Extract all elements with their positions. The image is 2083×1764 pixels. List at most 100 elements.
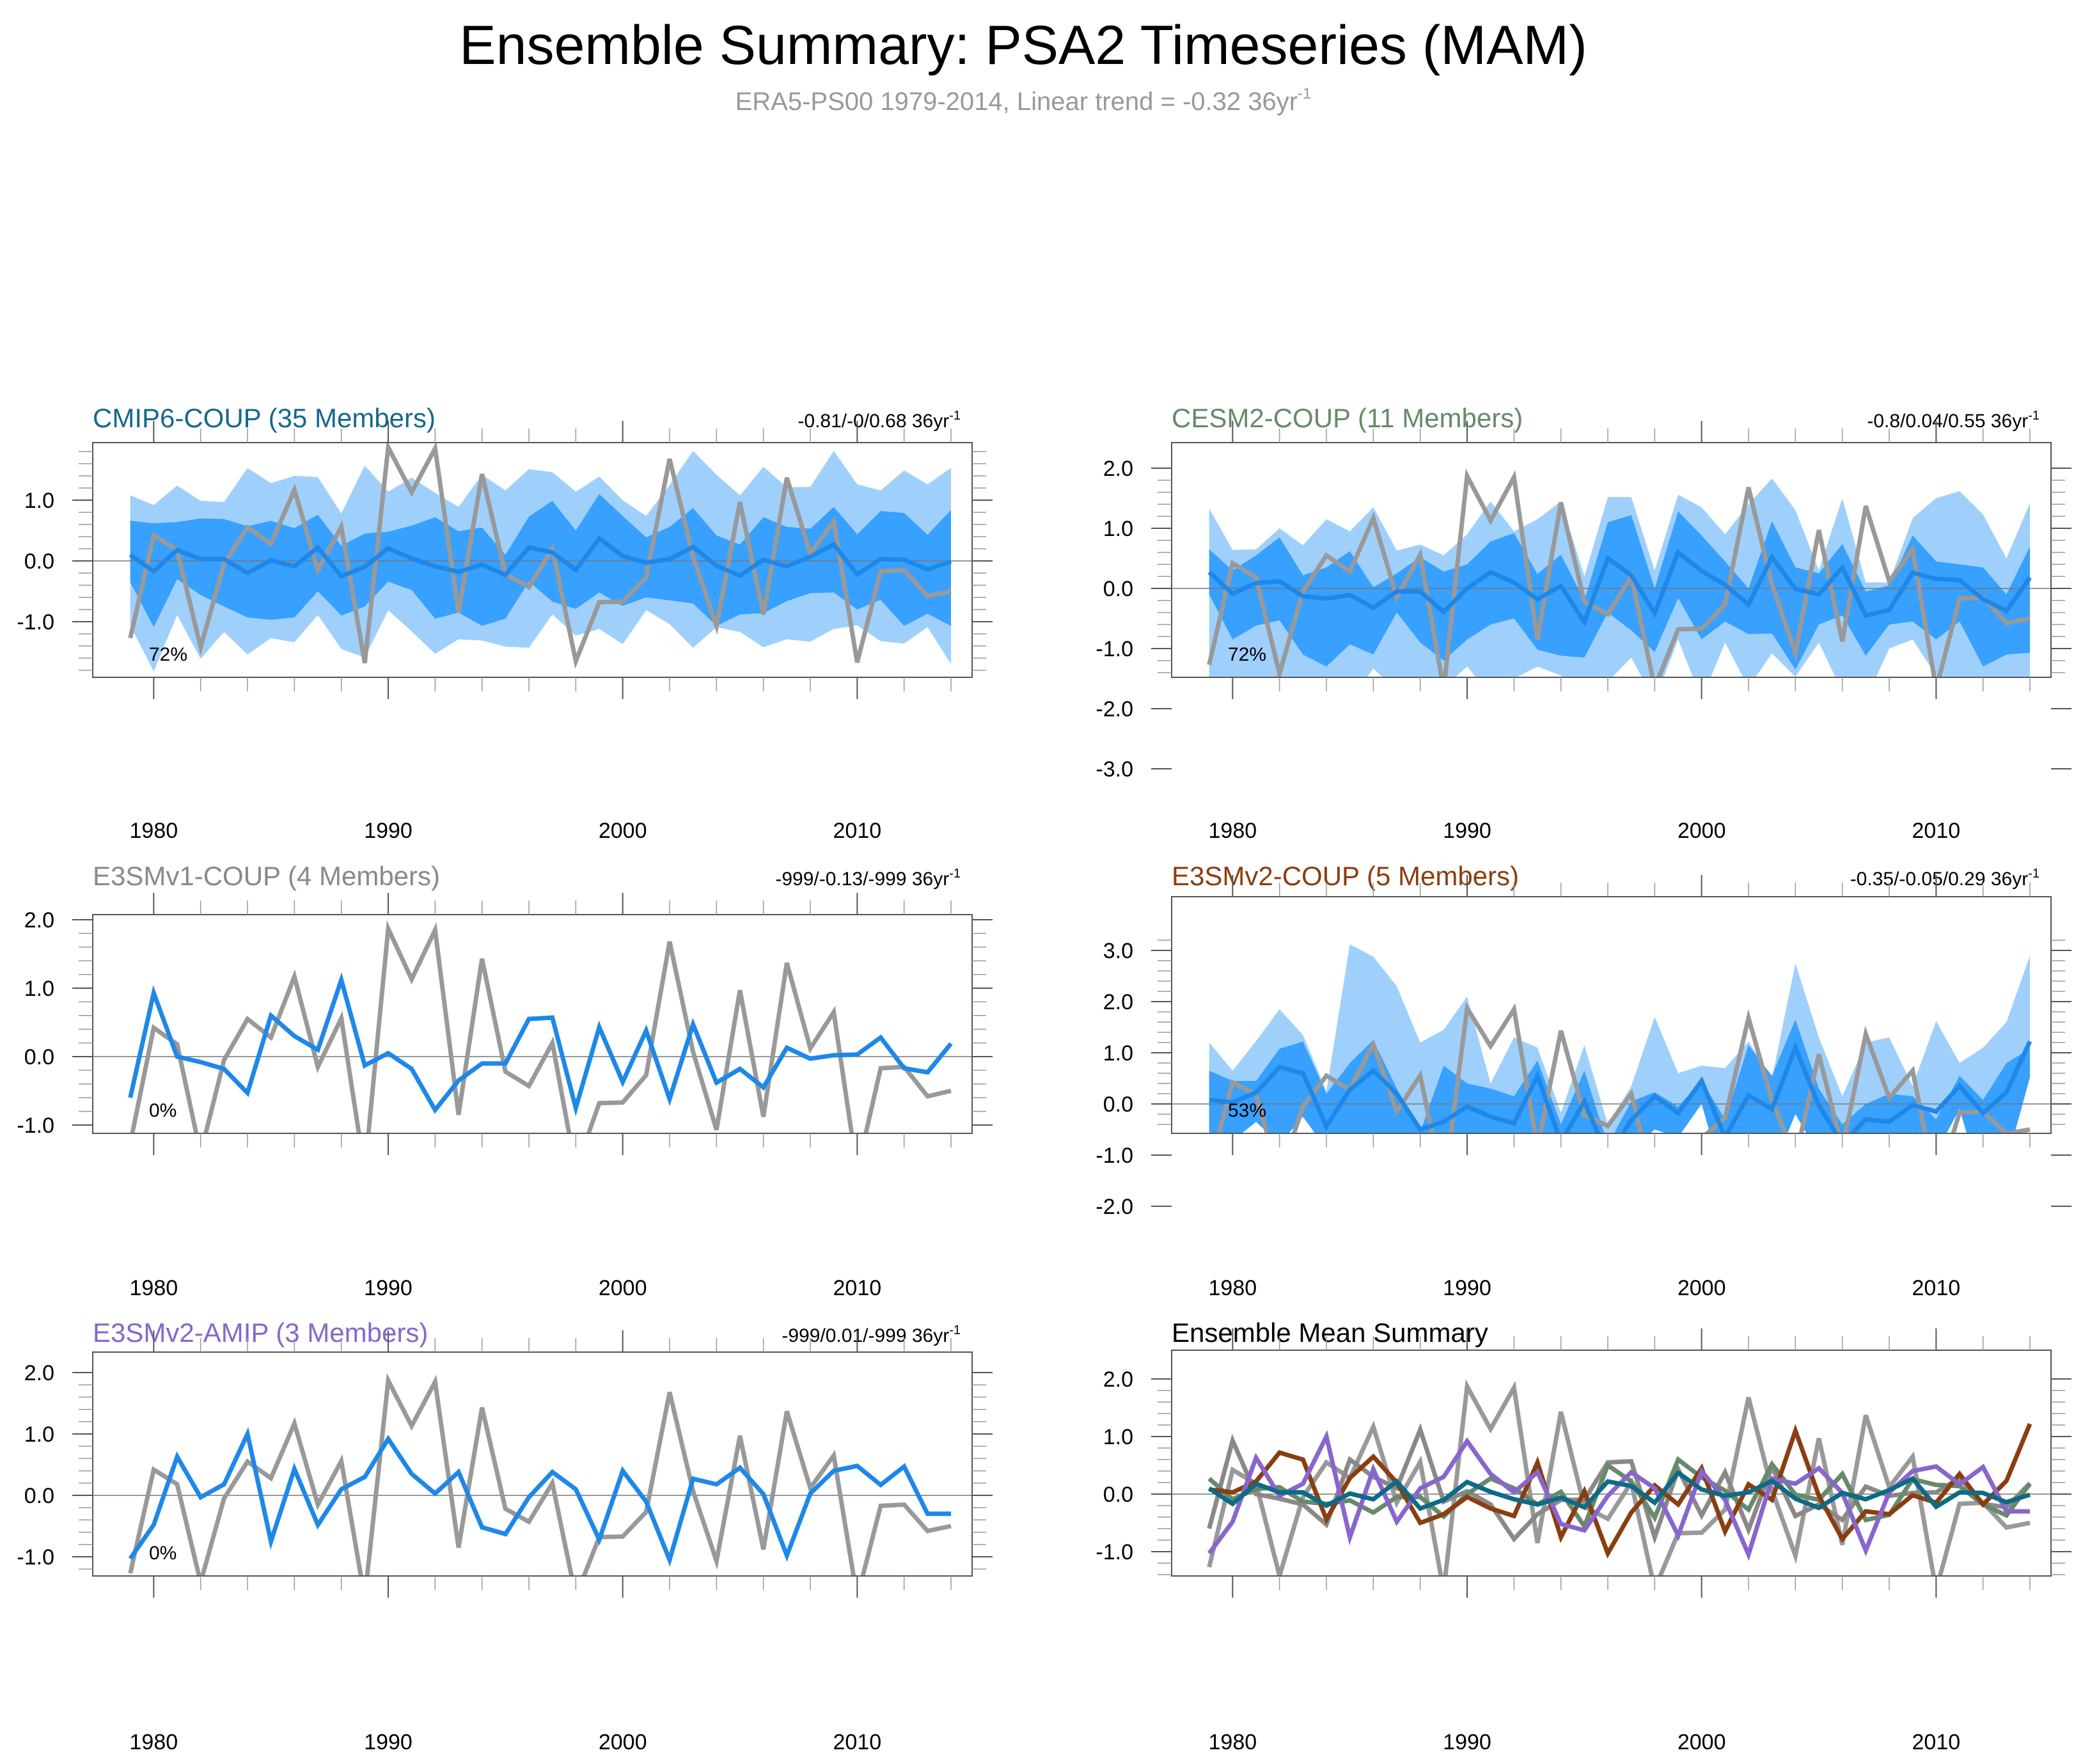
trend-label: -0.8/0.04/0.55 36yr-1 bbox=[1867, 409, 2040, 432]
percent-label: 72% bbox=[149, 644, 187, 665]
series-line-cmip6 bbox=[1207, 1469, 2031, 1511]
observation-line bbox=[1216, 1002, 2031, 1133]
subtitle-superscript: -1 bbox=[1298, 85, 1311, 102]
percent-label: 72% bbox=[1228, 644, 1266, 665]
ensemble-mean-line bbox=[128, 972, 953, 1117]
x-tick-label: 1990 bbox=[1443, 1276, 1491, 1300]
x-tick-label: 2010 bbox=[833, 1730, 882, 1754]
trend-text: -999/-0.13/-999 36yr bbox=[775, 869, 949, 890]
y-tick-label: 2.0 bbox=[24, 1361, 54, 1385]
y-tick-label: 1.0 bbox=[24, 1422, 54, 1447]
x-tick-label: 2000 bbox=[1678, 819, 1726, 843]
trend-text: -0.81/-0/0.68 36yr bbox=[798, 411, 949, 432]
plot-frame bbox=[92, 442, 973, 678]
series-line-e3smv1 bbox=[1207, 1422, 2032, 1545]
plot-frame bbox=[92, 914, 973, 1134]
trend-label: -999/0.01/-999 36yr-1 bbox=[782, 1323, 961, 1346]
y-tick-label: -1.0 bbox=[17, 1545, 54, 1570]
x-tick-label: 1990 bbox=[1443, 1730, 1491, 1754]
percent-label: 53% bbox=[1228, 1100, 1266, 1121]
trend-text: -0.35/-0.05/0.29 36yr bbox=[1850, 869, 2029, 890]
y-tick-label: -1.0 bbox=[1096, 1144, 1133, 1168]
x-tick-label: 2010 bbox=[833, 819, 882, 843]
observation-line bbox=[128, 1373, 952, 1576]
plot-frame bbox=[1171, 1350, 2052, 1577]
y-tick-label: -2.0 bbox=[1096, 1195, 1133, 1219]
trend-superscript: -1 bbox=[949, 409, 961, 423]
panel-title: E3SMv1-COUP (4 Members) bbox=[93, 861, 440, 891]
y-tick-label: 1.0 bbox=[24, 489, 54, 513]
y-tick-label: 1.0 bbox=[1103, 1041, 1133, 1066]
trend-superscript: -1 bbox=[949, 867, 961, 881]
x-tick-label: 1980 bbox=[130, 1276, 178, 1300]
x-tick-label: 2000 bbox=[599, 1276, 647, 1300]
series-line-e3smv2-coup bbox=[1209, 1422, 2032, 1559]
subtitle: ERA5-PS00 1979-2014, Linear trend = -0.3… bbox=[735, 85, 1312, 116]
x-tick-label: 1980 bbox=[130, 1730, 178, 1754]
y-tick-label: 2.0 bbox=[1103, 1367, 1133, 1392]
percent-label: 0% bbox=[149, 1100, 177, 1121]
y-tick-label: 3.0 bbox=[1103, 939, 1133, 963]
x-tick-label: 1980 bbox=[1209, 1730, 1257, 1754]
panel-summary: Ensemble Mean Summary -1.0 0.0 1.0 2.0 1980 19… bbox=[1096, 1318, 2071, 1754]
y-tick-label: 0.0 bbox=[1103, 1483, 1133, 1507]
y-tick-label: 0.0 bbox=[24, 549, 54, 574]
x-tick-label: 2010 bbox=[1912, 1276, 1961, 1300]
x-tick-label: 1990 bbox=[364, 819, 413, 843]
plot-frame bbox=[1171, 442, 2052, 678]
trend-superscript: -1 bbox=[2028, 409, 2040, 423]
panel-title: E3SMv2-COUP (5 Members) bbox=[1172, 861, 1519, 891]
ensemble-mean-line bbox=[1209, 1040, 2032, 1133]
x-tick-label: 1980 bbox=[1209, 819, 1257, 843]
trend-superscript: -1 bbox=[2028, 867, 2040, 881]
trend-label: -0.35/-0.05/0.29 36yr-1 bbox=[1850, 867, 2040, 890]
y-tick-label: 1.0 bbox=[24, 977, 54, 1001]
subtitle-text: ERA5-PS00 1979-2014, Linear trend = -0.3… bbox=[735, 88, 1298, 116]
panel-cmip6: CMIP6-COUP (35 Members) -0.81/-0/0.68 36y… bbox=[17, 403, 993, 843]
x-tick-label: 2010 bbox=[1912, 819, 1961, 843]
y-tick-label: 1.0 bbox=[1103, 1425, 1133, 1449]
main-title: Ensemble Summary: PSA2 Timeseries (MAM) bbox=[459, 15, 1587, 76]
trend-label: -999/-0.13/-999 36yr-1 bbox=[775, 867, 961, 890]
y-tick-label: -1.0 bbox=[1096, 637, 1133, 661]
y-tick-label: -1.0 bbox=[1096, 1540, 1133, 1564]
x-tick-label: 2000 bbox=[1678, 1730, 1726, 1754]
panels: CMIP6-COUP (35 Members) -0.81/-0/0.68 36y… bbox=[17, 403, 2071, 1754]
plot-frame bbox=[92, 1351, 973, 1577]
y-tick-label: 0.0 bbox=[1103, 1092, 1133, 1117]
plot-area bbox=[93, 1373, 972, 1576]
trend-text: -0.8/0.04/0.55 36yr bbox=[1867, 411, 2028, 432]
ensemble-mean-line bbox=[1207, 548, 2032, 627]
x-tick-label: 1990 bbox=[364, 1730, 413, 1754]
y-tick-label: -1.0 bbox=[17, 610, 54, 634]
plot-area bbox=[1172, 468, 2051, 677]
y-tick-label: 2.0 bbox=[24, 908, 54, 933]
observation-line bbox=[128, 443, 952, 669]
y-tick-label: -3.0 bbox=[1096, 757, 1133, 782]
inner-spread-band bbox=[1209, 1020, 2030, 1133]
x-tick-label: 1990 bbox=[1443, 819, 1491, 843]
x-tick-label: 2000 bbox=[1678, 1276, 1726, 1300]
panel-title: Ensemble Mean Summary bbox=[1172, 1318, 1488, 1348]
ensemble-mean-line bbox=[129, 535, 952, 579]
percent-label: 0% bbox=[149, 1543, 177, 1564]
trend-superscript: -1 bbox=[949, 1323, 961, 1337]
observation-line bbox=[1207, 468, 2031, 677]
panel-title: CESM2-COUP (11 Members) bbox=[1172, 403, 1523, 433]
panel-cesm2: CESM2-COUP (11 Members) -0.8/0.04/0.55 36… bbox=[1096, 403, 2071, 843]
plot-frame bbox=[1171, 896, 2052, 1134]
x-tick-label: 2010 bbox=[1912, 1730, 1961, 1754]
panel-e3smv2-amip: E3SMv2-AMIP (3 Members) -999/0.01/-999 36… bbox=[17, 1318, 993, 1754]
plot-area bbox=[93, 443, 972, 672]
x-tick-label: 1990 bbox=[364, 1276, 413, 1300]
observation-line bbox=[130, 920, 952, 1133]
x-tick-label: 2000 bbox=[599, 1730, 647, 1754]
y-tick-label: 2.0 bbox=[1103, 457, 1133, 481]
panel-e3smv2-coup: E3SMv2-COUP (5 Members) -0.35/-0.05/0.29 … bbox=[1096, 861, 2071, 1300]
y-tick-label: -1.0 bbox=[17, 1114, 54, 1138]
x-tick-label: 2000 bbox=[599, 819, 647, 843]
panel-e3smv1: E3SMv1-COUP (4 Members) -999/-0.13/-999 3… bbox=[17, 861, 993, 1300]
x-tick-label: 2010 bbox=[833, 1276, 882, 1300]
y-tick-label: 0.0 bbox=[1103, 577, 1133, 601]
y-tick-label: -2.0 bbox=[1096, 697, 1133, 721]
